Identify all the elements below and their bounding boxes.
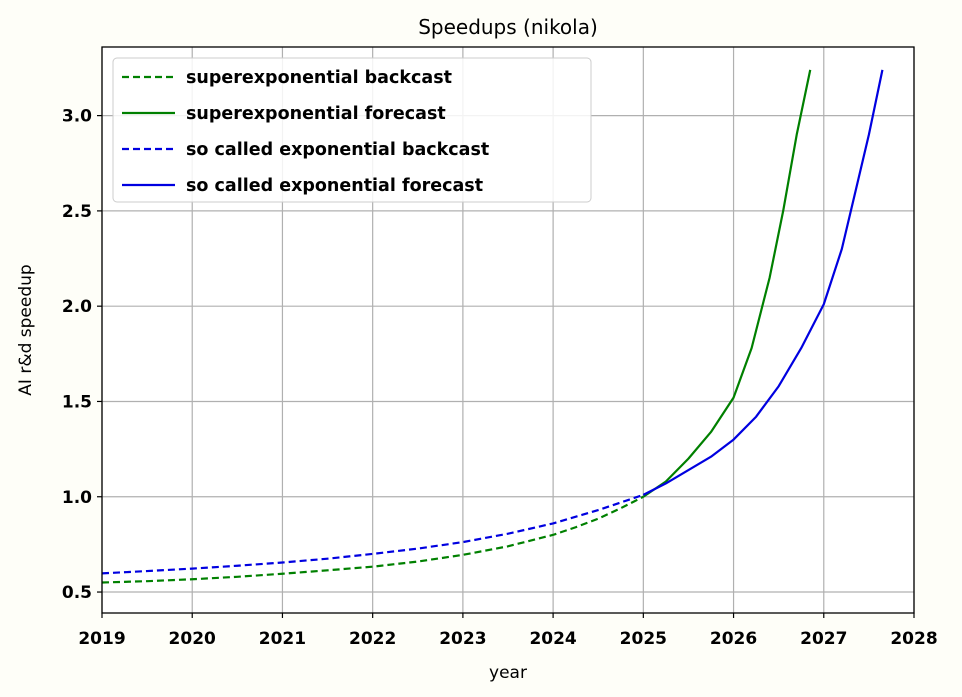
x-tick-label: 2024 — [529, 629, 576, 649]
x-tick-label: 2026 — [710, 629, 757, 649]
series-line-superexponential-forecast — [642, 69, 812, 498]
x-tick-label: 2028 — [890, 629, 937, 649]
y-tick-label: 1.0 — [62, 488, 92, 508]
x-tick-label: 2021 — [259, 629, 306, 649]
legend-label-superexponential-forecast: superexponential forecast — [186, 104, 446, 124]
y-tick-label: 3.0 — [62, 107, 92, 127]
series-line-so-called-exponential-forecast — [642, 69, 884, 496]
series-lines — [101, 69, 884, 584]
x-tick-label: 2019 — [78, 629, 125, 649]
y-tick-label: 0.5 — [62, 583, 92, 603]
axis-ticks: 2019 2020 2021 2022 2023 2024 2025 2026 2027 2028… — [62, 107, 938, 649]
legend-label-so-called-exponential-forecast: so called exponential forecast — [186, 176, 483, 196]
x-axis-label: year — [489, 663, 527, 683]
chart-title: Speedups (nikola) — [418, 15, 598, 39]
legend: superexponential backcast superexponentia… — [112, 57, 592, 203]
y-axis-label: AI r&d speedup — [16, 264, 36, 395]
x-tick-label: 2020 — [169, 629, 216, 649]
legend-label-so-called-exponential-backcast: so called exponential backcast — [186, 140, 489, 160]
x-tick-label: 2022 — [349, 629, 396, 649]
series-line-so-called-exponential-backcast — [101, 493, 644, 575]
y-tick-label: 2.0 — [62, 297, 92, 317]
legend-label-superexponential-backcast: superexponential backcast — [186, 68, 452, 88]
x-tick-label: 2027 — [800, 629, 847, 649]
x-tick-label: 2025 — [620, 629, 667, 649]
x-tick-label: 2023 — [439, 629, 486, 649]
series-line-superexponential-backcast — [101, 495, 644, 584]
plot-frame — [101, 46, 915, 614]
legend-box — [112, 57, 592, 203]
y-tick-label: 2.5 — [62, 202, 92, 222]
y-tick-label: 1.5 — [62, 392, 92, 412]
